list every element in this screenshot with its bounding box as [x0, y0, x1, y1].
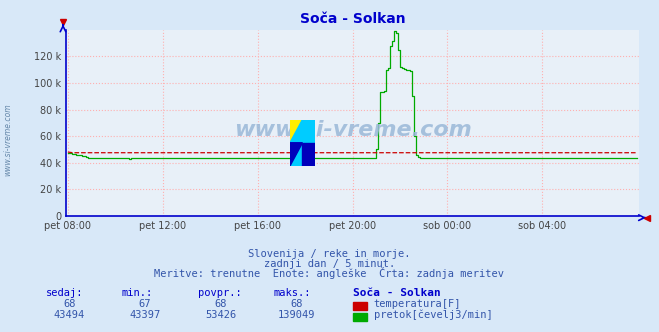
Bar [290, 120, 302, 143]
Text: Slovenija / reke in morje.: Slovenija / reke in morje. [248, 249, 411, 259]
Polygon shape [290, 120, 302, 143]
Text: www.si-vreme.com: www.si-vreme.com [3, 103, 13, 176]
Text: zadnji dan / 5 minut.: zadnji dan / 5 minut. [264, 259, 395, 269]
Bar [302, 143, 315, 166]
Text: 43397: 43397 [129, 310, 161, 320]
Text: 68: 68 [291, 299, 302, 309]
Bar [302, 120, 315, 143]
Text: 53426: 53426 [205, 310, 237, 320]
Text: temperatura[F]: temperatura[F] [374, 299, 461, 309]
Text: 43494: 43494 [53, 310, 85, 320]
Polygon shape [290, 143, 302, 166]
Text: 139049: 139049 [278, 310, 315, 320]
Text: Meritve: trenutne  Enote: angleške  Črta: zadnja meritev: Meritve: trenutne Enote: angleške Črta: … [154, 267, 505, 279]
Title: Soča - Solkan: Soča - Solkan [300, 12, 405, 26]
Text: pretok[čevelj3/min]: pretok[čevelj3/min] [374, 309, 492, 320]
Text: 68: 68 [215, 299, 227, 309]
Text: maks.:: maks.: [273, 288, 311, 298]
Text: 67: 67 [139, 299, 151, 309]
Text: povpr.:: povpr.: [198, 288, 241, 298]
Text: Soča - Solkan: Soča - Solkan [353, 288, 440, 298]
Text: sedaj:: sedaj: [46, 288, 84, 298]
Text: min.:: min.: [122, 288, 153, 298]
Bar [290, 143, 302, 166]
Text: 68: 68 [63, 299, 75, 309]
Text: www.si-vreme.com: www.si-vreme.com [234, 120, 471, 140]
